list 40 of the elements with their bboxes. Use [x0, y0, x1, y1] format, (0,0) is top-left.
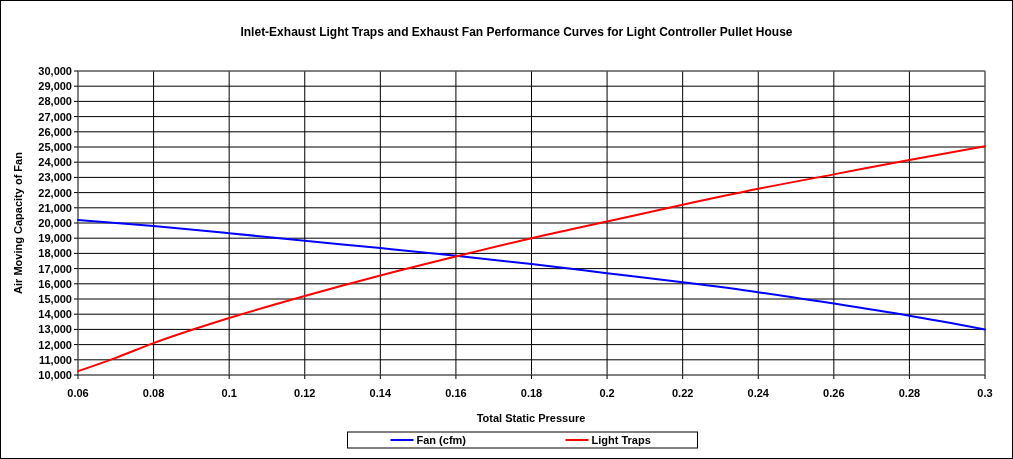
x-tick-label: 0.22: [671, 387, 694, 399]
x-tick-label: 0.3: [977, 387, 993, 399]
y-tick-label: 17,000: [38, 262, 72, 275]
legend-label: Fan (cfm): [416, 434, 467, 446]
y-tick-label: 23,000: [38, 171, 72, 184]
y-tick-label: 26,000: [38, 125, 72, 138]
y-tick-label: 16,000: [38, 277, 72, 290]
y-tick-label: 27,000: [38, 110, 72, 123]
y-tick-label: 22,000: [38, 186, 72, 199]
x-axis-title: Total Static Pressure: [476, 412, 586, 424]
y-tick-label: 10,000: [38, 369, 72, 381]
y-tick-label: 18,000: [38, 247, 72, 260]
y-tick-label: 29,000: [38, 80, 72, 93]
x-tick-label: 0.18: [520, 387, 543, 399]
y-tick-label: 30,000: [38, 65, 72, 77]
y-tick-label: 20,000: [38, 217, 72, 229]
y-tick-label: 15,000: [38, 293, 72, 305]
y-tick-label: 24,000: [38, 156, 72, 169]
x-tick-label: 0.08: [142, 387, 165, 399]
y-axis-title: Air Moving Capacity of Fan: [12, 151, 24, 294]
y-tick-label: 14,000: [38, 308, 72, 321]
x-tick-label: 0.24: [747, 387, 770, 399]
x-tick-label: 0.28: [898, 387, 921, 399]
line-series: [77, 218, 986, 331]
chart-title: Inlet-Exhaust Light Traps and Exhaust Fan Performance Curves for Light Controller Pullet House: [240, 25, 793, 39]
x-tick-label: 0.12: [294, 387, 316, 399]
x-tick-label: 0.1: [221, 387, 237, 399]
x-tick-label: 0.16: [445, 387, 467, 399]
x-tick-label: 0.06: [67, 387, 89, 399]
y-tick-label: 12,000: [38, 338, 72, 351]
y-tick-label: 19,000: [38, 232, 72, 245]
y-tick-label: 21,000: [38, 201, 72, 214]
y-tick-label: 28,000: [38, 95, 72, 108]
x-tick-label: 0.26: [823, 387, 845, 399]
y-tick-label: 11,000: [38, 353, 72, 366]
y-tick-label: 25,000: [38, 141, 72, 153]
y-tick-label: 13,000: [38, 323, 72, 336]
x-tick-label: 0.2: [599, 387, 615, 399]
legend-label: Light Traps: [591, 434, 651, 446]
x-tick-label: 0.14: [369, 387, 392, 399]
